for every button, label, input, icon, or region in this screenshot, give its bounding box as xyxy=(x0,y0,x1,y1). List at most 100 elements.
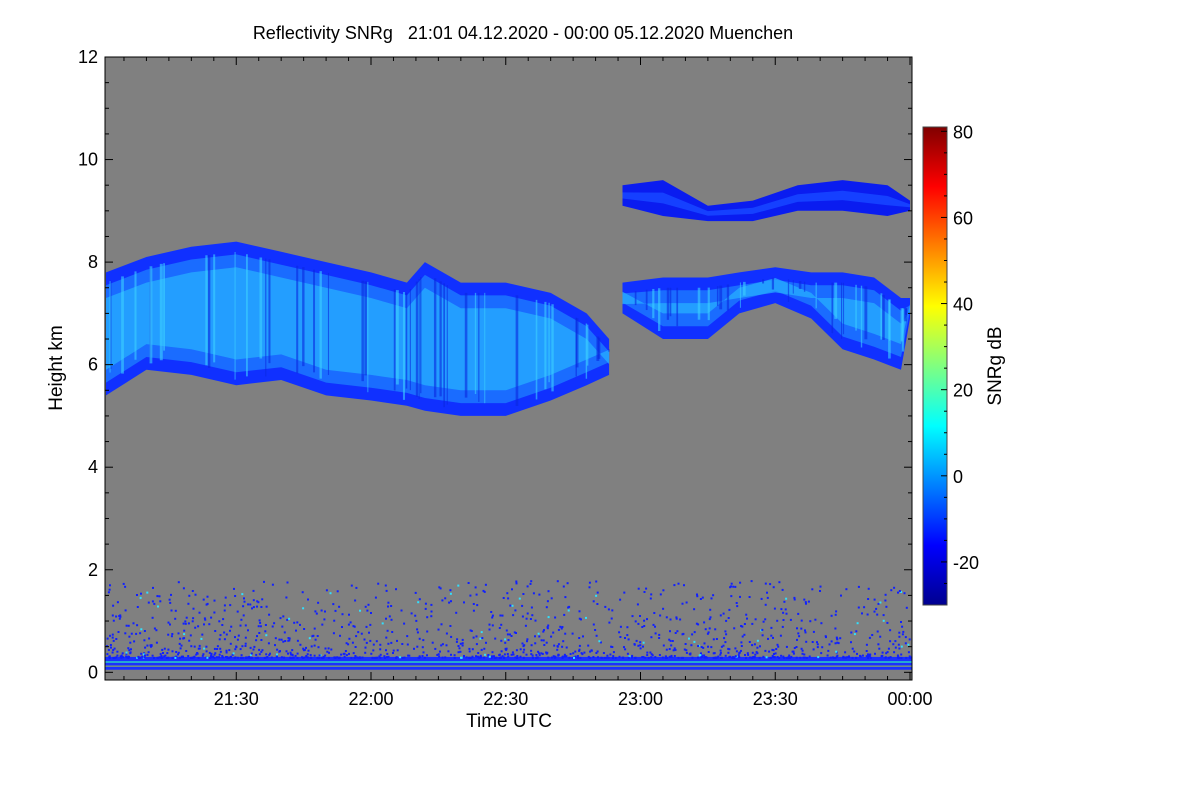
y-axis: 0 2 4 6 8 10 12 xyxy=(78,47,912,682)
clutter-point xyxy=(495,656,498,659)
clutter-point xyxy=(206,595,209,598)
clutter-point xyxy=(151,600,154,603)
clutter-point xyxy=(501,655,504,658)
clutter-point xyxy=(139,656,142,659)
clutter-point xyxy=(282,615,285,618)
clutter-point xyxy=(578,649,581,652)
clutter-point xyxy=(699,598,702,600)
clutter-point xyxy=(587,644,590,647)
clutter-point xyxy=(252,589,255,592)
clutter-point xyxy=(403,622,406,625)
clutter-point xyxy=(472,609,475,612)
clutter-point xyxy=(240,618,243,621)
cloud-layers xyxy=(106,180,910,416)
clutter-point xyxy=(685,649,688,652)
clutter-point xyxy=(124,632,127,635)
clutter-point xyxy=(384,656,386,659)
clutter-point xyxy=(893,586,896,589)
clutter-point xyxy=(543,644,546,646)
clutter-point xyxy=(719,653,722,656)
clutter-point xyxy=(244,645,247,647)
clutter-point xyxy=(764,603,767,606)
clutter-point xyxy=(370,652,373,655)
clutter-point xyxy=(143,630,146,632)
clutter-point xyxy=(506,633,509,636)
clutter-point xyxy=(826,654,829,657)
clutter-point xyxy=(531,656,534,659)
clutter-point xyxy=(369,623,372,626)
clutter-point xyxy=(515,582,518,585)
clutter-point xyxy=(772,586,775,589)
clutter-point xyxy=(280,656,283,659)
clutter-point xyxy=(214,630,217,632)
clutter-point xyxy=(887,647,890,650)
cloud-layer xyxy=(622,267,910,370)
clutter-point xyxy=(309,654,312,657)
clutter-point xyxy=(857,606,860,609)
clutter-point xyxy=(210,655,212,658)
clutter-point xyxy=(229,604,232,607)
clutter-point xyxy=(174,617,177,620)
clutter-point xyxy=(493,655,495,658)
clutter-point xyxy=(733,627,736,630)
clutter-point xyxy=(868,655,871,658)
clutter-point xyxy=(631,615,634,618)
clutter-point xyxy=(116,601,119,604)
clutter-point xyxy=(571,632,574,635)
clutter-point xyxy=(759,645,761,648)
clutter-point xyxy=(582,635,584,638)
clutter-point xyxy=(291,656,294,659)
clutter-point xyxy=(703,642,706,645)
clutter-point xyxy=(255,653,258,656)
clutter-point xyxy=(595,580,598,583)
clutter-point xyxy=(447,650,450,653)
clutter-point xyxy=(650,636,653,639)
clutter-point xyxy=(770,634,773,637)
clutter-point xyxy=(468,650,471,653)
clutter-point xyxy=(287,637,290,639)
clutter-point xyxy=(725,619,728,622)
clutter-point xyxy=(379,656,382,659)
clutter-point xyxy=(639,615,641,617)
clutter-point xyxy=(736,605,739,608)
clutter-point xyxy=(724,630,727,633)
clutter-point xyxy=(312,634,315,637)
clutter-point xyxy=(723,637,726,640)
clutter-point xyxy=(490,611,493,613)
clutter-point xyxy=(372,649,375,652)
clutter-point xyxy=(445,644,448,647)
clutter-point xyxy=(530,580,533,583)
clutter-point xyxy=(834,613,837,616)
clutter-point xyxy=(290,653,292,656)
clutter-point xyxy=(503,653,506,656)
clutter-point xyxy=(646,618,648,621)
clutter-point xyxy=(241,656,244,659)
clutter-point xyxy=(834,656,837,659)
clutter-point xyxy=(218,638,221,641)
clutter-point xyxy=(348,613,350,616)
clutter-point xyxy=(610,645,613,648)
clutter-point xyxy=(219,634,222,637)
clutter-point xyxy=(357,631,360,634)
clutter-point xyxy=(240,656,243,659)
clutter-point xyxy=(354,646,357,648)
clutter-point xyxy=(273,622,276,625)
clutter-point xyxy=(691,633,694,636)
clutter-point xyxy=(456,638,459,641)
clutter-point xyxy=(385,649,387,652)
clutter-point xyxy=(701,596,704,599)
clutter-point xyxy=(664,656,667,659)
clutter-point xyxy=(376,656,379,659)
clutter-point xyxy=(106,645,109,648)
clutter-point xyxy=(785,612,788,615)
clutter-point xyxy=(478,656,481,659)
clutter-point xyxy=(170,609,173,612)
clutter-point xyxy=(480,656,483,659)
clutter-point xyxy=(703,621,706,624)
clutter-point xyxy=(886,651,889,654)
clutter-point xyxy=(257,625,260,628)
clutter-point xyxy=(343,652,346,655)
clutter-point xyxy=(437,653,440,656)
clutter-point xyxy=(370,612,372,614)
clutter-point xyxy=(153,602,156,605)
